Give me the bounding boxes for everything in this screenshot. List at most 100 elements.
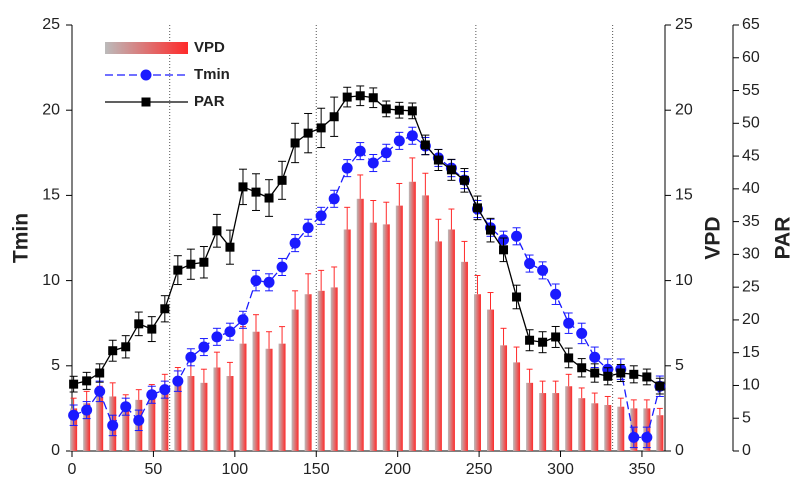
point <box>95 368 105 378</box>
y3-tick-label: 5 <box>742 409 751 426</box>
point <box>433 155 443 165</box>
point <box>211 331 223 343</box>
bar <box>473 294 481 451</box>
legend-marker <box>140 69 152 81</box>
point <box>173 265 183 275</box>
point <box>329 112 339 122</box>
bar <box>382 224 390 451</box>
bar <box>200 382 208 451</box>
y3-tick-label: 55 <box>742 82 760 99</box>
point <box>576 327 588 339</box>
legend-label: PAR <box>194 93 225 110</box>
point <box>120 401 132 413</box>
point <box>616 368 626 378</box>
y3-tick-label: 35 <box>742 213 760 230</box>
point <box>564 353 574 363</box>
y2-tick-label: 0 <box>675 442 684 459</box>
point <box>172 375 184 387</box>
point <box>263 276 275 288</box>
point <box>551 332 561 342</box>
legend-label: Tmin <box>194 66 230 83</box>
point <box>133 414 145 426</box>
point <box>486 225 496 235</box>
bar <box>591 403 599 451</box>
point <box>159 384 171 396</box>
y3-tick-label: 25 <box>742 278 760 295</box>
bar <box>174 381 182 451</box>
bar <box>96 396 104 451</box>
point <box>407 106 417 116</box>
point <box>368 93 378 103</box>
point <box>237 314 249 326</box>
bar <box>500 345 508 451</box>
bar <box>565 386 573 451</box>
point <box>420 140 430 150</box>
y3-tick-label: 0 <box>742 442 751 459</box>
point <box>185 351 197 363</box>
point <box>264 193 274 203</box>
legend-label: VPD <box>194 39 225 56</box>
y2-tick-label: 5 <box>675 357 684 374</box>
point <box>354 145 366 157</box>
bar <box>369 222 377 451</box>
point <box>563 317 575 329</box>
bar <box>226 376 234 451</box>
point <box>367 157 379 169</box>
y3-tick-label: 60 <box>742 49 760 66</box>
point <box>276 261 288 273</box>
bar <box>447 229 455 451</box>
point <box>380 147 392 159</box>
y-tick-label: 5 <box>51 357 60 374</box>
point <box>642 372 652 382</box>
point <box>212 226 222 236</box>
bar <box>330 287 338 451</box>
point <box>499 245 509 255</box>
point <box>68 409 80 421</box>
bar <box>70 408 78 451</box>
bar <box>213 367 221 451</box>
point <box>355 91 365 101</box>
y3-tick-label: 45 <box>742 147 760 164</box>
line <box>73 95 661 387</box>
y-tick-label: 10 <box>42 272 60 289</box>
point <box>225 242 235 252</box>
y3-axis-title: PAR <box>772 217 795 260</box>
point <box>238 182 248 192</box>
bar <box>539 393 547 451</box>
y-tick-label: 25 <box>42 16 60 33</box>
bar <box>187 376 195 451</box>
bar <box>278 343 286 451</box>
bar <box>617 406 625 451</box>
bar <box>460 261 468 451</box>
x-tick-label: 100 <box>221 461 248 478</box>
point <box>69 379 79 389</box>
point <box>472 203 482 213</box>
bar <box>291 309 299 451</box>
legend-swatch <box>105 42 188 54</box>
point <box>537 264 549 276</box>
point <box>251 187 261 197</box>
x-tick-label: 250 <box>466 461 493 478</box>
bar <box>356 198 364 451</box>
x-tick-label: 0 <box>68 461 77 478</box>
point <box>655 381 665 391</box>
point <box>250 275 262 287</box>
point <box>381 104 391 114</box>
bar <box>148 396 156 451</box>
point <box>121 342 131 352</box>
x-tick-label: 50 <box>145 461 163 478</box>
y-tick-label: 20 <box>42 101 60 118</box>
y-axis-title: Tmin <box>10 213 33 263</box>
point <box>394 105 404 115</box>
bar <box>252 331 260 451</box>
x-tick-label: 150 <box>303 461 330 478</box>
point <box>641 431 653 443</box>
bar <box>317 290 325 451</box>
x-tick-label: 200 <box>384 461 411 478</box>
bar <box>434 241 442 451</box>
y2-tick-label: 15 <box>675 187 693 204</box>
legend-marker <box>141 97 151 107</box>
point <box>341 162 353 174</box>
point <box>590 368 600 378</box>
